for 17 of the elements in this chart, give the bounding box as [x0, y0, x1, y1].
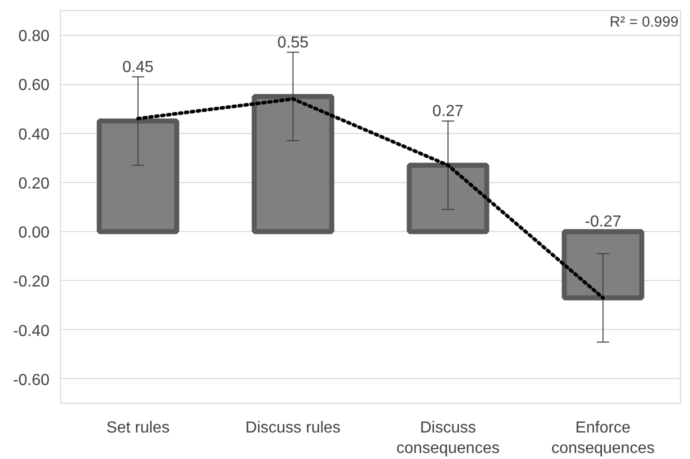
data-label: 0.45: [122, 58, 154, 76]
y-tick-label: -0.20: [13, 274, 50, 291]
y-tick-label: -0.40: [13, 322, 50, 340]
y-tick-label: -0.60: [13, 372, 50, 389]
x-tick-label: Discuss consequences: [396, 420, 500, 457]
y-tick-label: 0.80: [18, 28, 50, 46]
y-tick-label: 0.20: [18, 175, 50, 192]
y-tick-label: 0.60: [18, 77, 50, 94]
data-label: -0.27: [584, 214, 622, 231]
annotation: R² = 0.999: [610, 14, 679, 30]
data-label: 0.55: [277, 34, 309, 52]
x-tick-label: Discuss rules: [245, 420, 341, 436]
data-label: 0.27: [432, 103, 464, 120]
x-tick-label: Set rules: [106, 420, 170, 436]
y-tick-label: 0.40: [18, 126, 50, 144]
y-tick-label: 0.00: [18, 224, 50, 242]
x-tick-label: Enforce consequences: [551, 420, 655, 457]
